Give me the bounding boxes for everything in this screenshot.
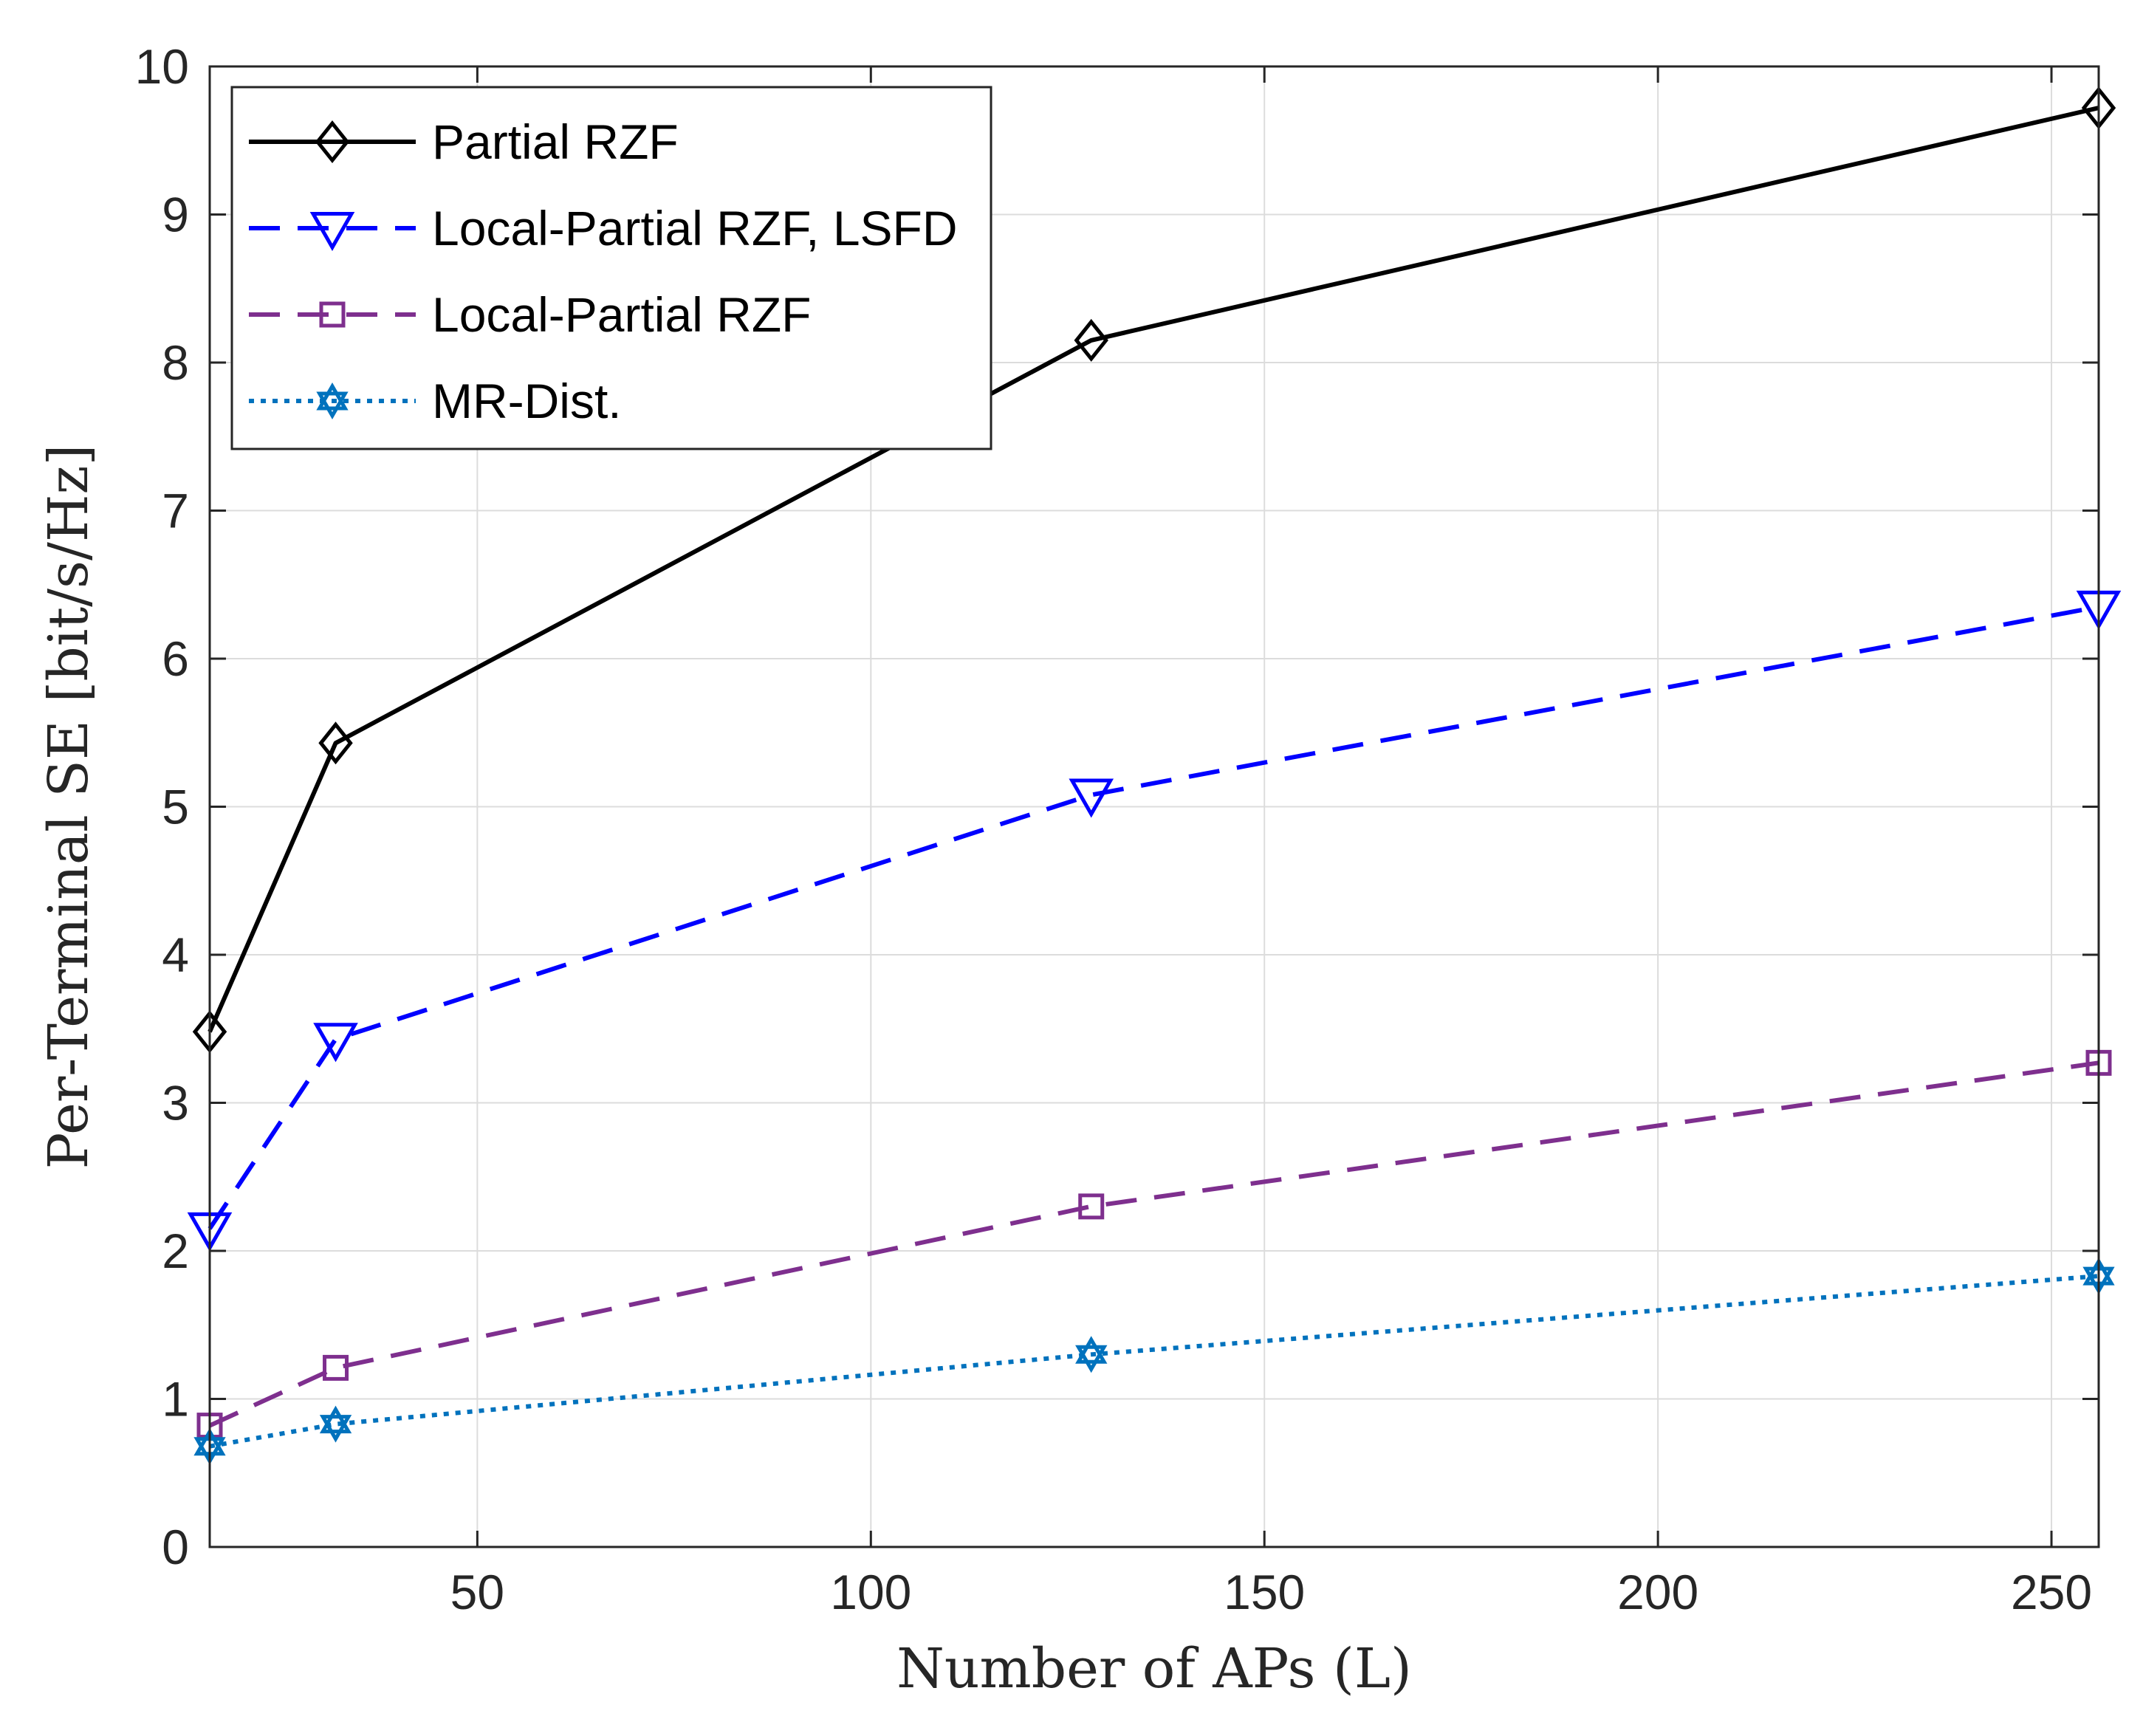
triangle-marker	[313, 1023, 358, 1063]
diamond-marker-legend	[315, 120, 350, 164]
hexagram-marker	[319, 1415, 352, 1443]
legend-box	[230, 86, 992, 450]
y-tick-label: 7	[162, 484, 189, 538]
x-axis-label: Number of APs (L)	[896, 1637, 1412, 1701]
diamond-marker	[318, 721, 353, 765]
y-tick-label: 8	[162, 335, 189, 390]
legend-label: Local-Partial RZF	[432, 287, 811, 342]
x-tick-label: 200	[1617, 1565, 1698, 1619]
diamond-marker	[1074, 318, 1108, 362]
y-tick-label: 0	[162, 1520, 189, 1574]
y-tick-label: 10	[135, 39, 189, 94]
hexagram-marker	[1075, 1336, 1108, 1364]
square-marker	[323, 1354, 349, 1381]
y-tick-label: 9	[162, 188, 189, 242]
legend: Partial RZF Local-Partial RZF, LSFD Local-…	[230, 86, 992, 450]
x-tick-label: 100	[830, 1565, 911, 1619]
grid-lines	[210, 66, 2099, 1548]
x-tick-label: 250	[2011, 1565, 2092, 1619]
data-series	[187, 86, 2122, 1465]
square-marker-legend	[319, 301, 346, 328]
hexagram-marker	[319, 1405, 352, 1434]
triangle-marker-legend	[309, 212, 355, 252]
legend-label: MR-Dist.	[432, 374, 622, 428]
y-tick-label: 3	[162, 1076, 189, 1131]
y-tick-label: 1	[162, 1372, 189, 1427]
legend-label: Partial RZF	[432, 114, 679, 169]
series-line	[209, 1274, 2099, 1449]
x-tick-label: 150	[1224, 1565, 1305, 1619]
series-line	[208, 604, 2099, 1230]
hexagram-marker-legend	[316, 382, 349, 411]
y-tick-label: 4	[162, 927, 189, 982]
x-tick-label: 50	[450, 1565, 504, 1619]
y-axis-label: Per-Terminal SE [bit/s/Hz]	[37, 445, 100, 1170]
y-tick-label: 2	[162, 1224, 189, 1278]
series-line	[208, 106, 2099, 1033]
hexagram-marker-legend	[316, 391, 349, 420]
series-1	[192, 86, 2116, 1054]
axis-ticks: 50 100 150 200 250 0 1 2 3 4 5 6 7 8 9 10	[135, 39, 2099, 1619]
triangle-marker	[1069, 778, 1114, 818]
series-line	[208, 1060, 2099, 1428]
hexagram-marker	[1075, 1345, 1108, 1373]
square-marker	[1078, 1193, 1105, 1220]
y-tick-label: 6	[162, 631, 189, 686]
legend-label: Local-Partial RZF, LSFD	[432, 201, 958, 255]
y-tick-label: 5	[162, 780, 189, 834]
